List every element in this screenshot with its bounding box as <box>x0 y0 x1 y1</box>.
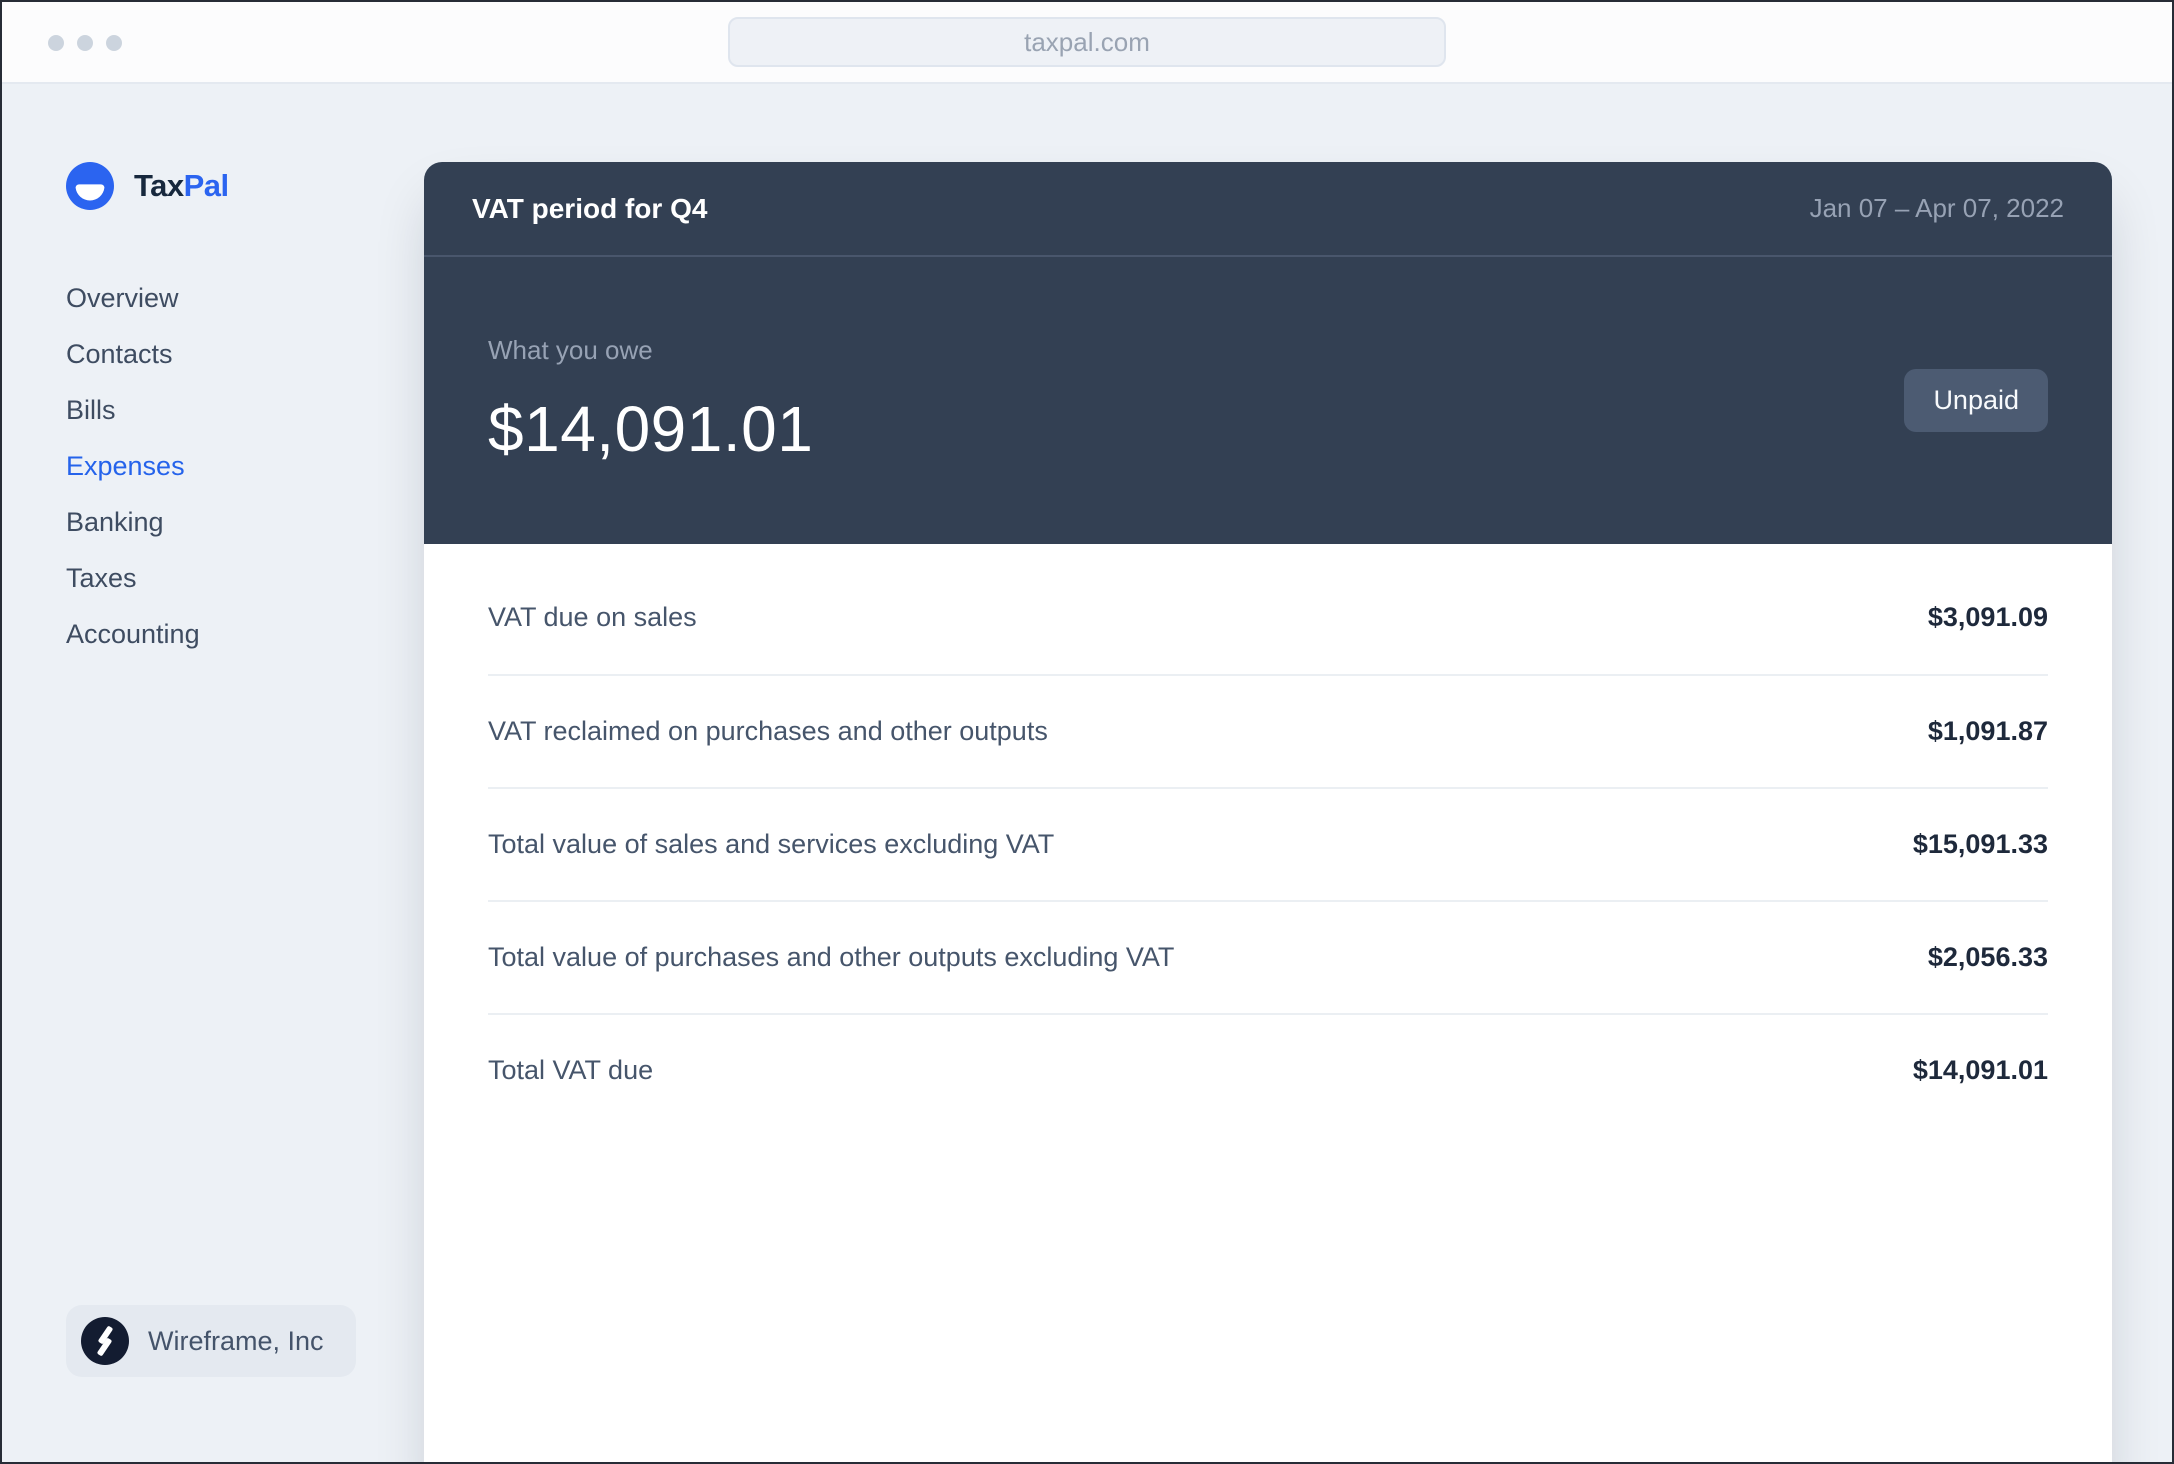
row-value: $3,091.09 <box>1927 602 2048 632</box>
sidebar-item-bills[interactable]: Bills <box>66 382 424 438</box>
brand-tax: Tax <box>134 168 184 203</box>
status-badge: Unpaid <box>1904 369 2048 432</box>
sidebar-item-overview[interactable]: Overview <box>66 270 424 326</box>
sidebar-nav: Overview Contacts Bills Expenses Banking Taxe… <box>66 270 424 662</box>
sidebar-item-label: Banking <box>66 507 164 537</box>
balance-section: What you owe $14,091.01 Unpaid <box>424 257 2112 544</box>
owe-label: What you owe <box>488 335 653 365</box>
brand-pal: Pal <box>183 168 230 203</box>
row-label: VAT due on sales <box>488 602 697 632</box>
table-row: VAT reclaimed on purchases and other out… <box>488 674 2048 787</box>
wireframe-logo-icon <box>81 1317 129 1365</box>
org-chip[interactable]: Wireframe, Inc <box>66 1305 356 1377</box>
row-value: $15,091.33 <box>1912 829 2048 859</box>
vat-table: VAT due on sales $3,091.09 VAT reclaimed o… <box>424 544 2112 1462</box>
org-name: Wireframe, Inc <box>148 1325 324 1356</box>
row-label: Total value of sales and services exclud… <box>488 829 1055 859</box>
main-content: VAT period for Q4 Jan 07 – Apr 07, 2022 … <box>424 84 2172 1462</box>
table-row: VAT due on sales $3,091.09 <box>488 561 2048 674</box>
vat-card: VAT period for Q4 Jan 07 – Apr 07, 2022 … <box>424 162 2112 1462</box>
row-value: $1,091.87 <box>1927 716 2048 746</box>
app-page: TaxPal Overview Contacts Bills Expenses Bank… <box>2 84 2172 1462</box>
sidebar-item-label: Bills <box>66 395 116 425</box>
sidebar-item-label: Contacts <box>66 339 173 369</box>
row-value: $14,091.01 <box>1912 1055 2048 1085</box>
sidebar-item-label: Overview <box>66 283 179 313</box>
window-control-dot[interactable] <box>48 35 64 51</box>
owe-amount: $14,091.01 <box>488 393 814 465</box>
vat-card-header: VAT period for Q4 Jan 07 – Apr 07, 2022 <box>424 162 2112 257</box>
window-control-dot[interactable] <box>106 35 122 51</box>
row-label: Total VAT due <box>488 1055 654 1085</box>
sidebar-item-expenses[interactable]: Expenses <box>66 438 424 494</box>
brand-logo-row[interactable]: TaxPal <box>66 162 424 210</box>
taxpal-logo-icon <box>66 162 114 210</box>
sidebar-item-taxes[interactable]: Taxes <box>66 550 424 606</box>
balance-amount-block: What you owe $14,091.01 <box>488 335 813 466</box>
browser-url-bar[interactable]: taxpal.com <box>728 17 1446 67</box>
brand-wordmark: TaxPal <box>134 168 229 204</box>
card-title: VAT period for Q4 <box>472 192 708 224</box>
table-row: Total VAT due $14,091.01 <box>488 1013 2048 1126</box>
window-controls <box>48 35 122 51</box>
window-control-dot[interactable] <box>77 35 93 51</box>
sidebar-item-contacts[interactable]: Contacts <box>66 326 424 382</box>
sidebar-item-label: Accounting <box>66 619 200 649</box>
sidebar-item-accounting[interactable]: Accounting <box>66 606 424 662</box>
table-row: Total value of sales and services exclud… <box>488 787 2048 900</box>
row-value: $2,056.33 <box>1927 942 2048 972</box>
table-row: Total value of purchases and other outpu… <box>488 900 2048 1013</box>
url-text: taxpal.com <box>1024 26 1150 57</box>
browser-chrome: taxpal.com <box>2 2 2172 84</box>
sidebar: TaxPal Overview Contacts Bills Expenses Bank… <box>2 84 424 1462</box>
card-date-range: Jan 07 – Apr 07, 2022 <box>1809 193 2064 223</box>
sidebar-item-banking[interactable]: Banking <box>66 494 424 550</box>
sidebar-item-label: Taxes <box>66 563 137 593</box>
row-label: VAT reclaimed on purchases and other out… <box>488 716 1048 746</box>
sidebar-item-label: Expenses <box>66 451 185 481</box>
row-label: Total value of purchases and other outpu… <box>488 942 1175 972</box>
